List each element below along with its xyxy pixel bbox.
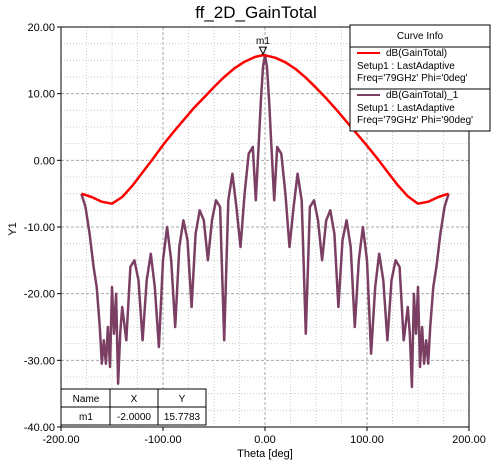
x-axis-ticks: -200.00 -100.00 0.00 100.00 200.00 [42,427,486,446]
x-axis-label: Theta [deg] [237,448,293,460]
marker-label: m1 [256,36,270,47]
legend-entry-1-setup: Setup1 : LastAdaptive [357,103,455,114]
y-tick-label: -30.00 [24,355,55,367]
marker-table-header-x: X [131,394,138,405]
chart-title: ff_2D_GainTotal [195,3,317,22]
y-tick-label: 20.00 [27,22,55,34]
x-tick-label: -100.00 [144,434,181,446]
y-tick-label: -10.00 [24,222,55,234]
y-axis-ticks: 20.00 10.00 0.00 -10.00 -20.00 -30.00 -40.00 [24,22,61,434]
marker-triangle-icon [258,46,268,56]
marker-table-cell-y: 15.7783 [164,412,201,423]
legend-entry-1-name: dB(GainTotal)_1 [386,90,459,101]
series-line-0 [81,53,449,205]
x-tick-label: 0.00 [254,434,275,446]
legend-entry-1-freq: Freq='79GHz' Phi='90deg' [357,115,473,126]
legend-entry-0-name: dB(GainTotal) [386,48,447,59]
x-tick-label: -200.00 [42,434,79,446]
marker-table-header-y: Y [179,394,186,405]
legend[interactable]: Curve Info dB(GainTotal) Setup1 : LastAd… [349,24,491,132]
marker-table-cell-name: m1 [79,412,93,423]
y-tick-label: -20.00 [24,289,55,301]
marker-table-cell-x: -2.0000 [117,412,151,423]
series-lines [80,53,450,389]
y-tick-label: 0.00 [34,155,55,167]
marker-m1[interactable]: m1 [256,36,270,56]
y-tick-label: 10.00 [27,89,55,101]
legend-entry-0-freq: Freq='79GHz' Phi='0deg' [357,73,468,84]
y-tick-label: -40.00 [24,422,55,434]
x-tick-label: 100.00 [350,434,384,446]
x-tick-label: 200.00 [452,434,486,446]
marker-table-header-name: Name [73,394,100,405]
legend-entry-0-setup: Setup1 : LastAdaptive [357,61,455,72]
legend-title: Curve Info [397,31,444,42]
y-axis-label: Y1 [7,222,19,235]
marker-table[interactable]: Name X Y m1 -2.0000 15.7783 [60,388,207,426]
